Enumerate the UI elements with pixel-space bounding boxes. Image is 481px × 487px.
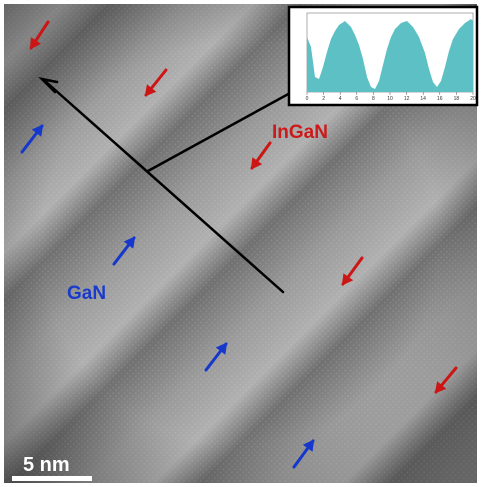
red-arrow-icon [341,256,364,286]
red-arrow-icon [29,20,50,50]
blue-arrow-icon [20,124,44,154]
red-arrow-icon [144,68,168,97]
inset-x-tick-label: 14 [420,96,426,102]
blue-arrow-icon [112,236,136,266]
inset-x-tick-label: 12 [404,96,410,102]
inset-x-tick-label: 6 [355,96,358,102]
inset-x-tick-label: 8 [372,96,375,102]
scale-bar-label: 5 nm [23,454,70,476]
scale-bar-line [12,476,92,481]
blue-arrow-icon [204,342,228,372]
red-arrow-icon [250,141,272,170]
inset-x-tick-label: 20 [470,96,476,102]
blue-arrow-icon [292,439,315,469]
gan-label: GaN [67,283,106,304]
inset-x-tick-label: 10 [387,96,393,102]
inset-x-tick-label: 4 [339,96,342,102]
inset-x-ticks: 0 2 4 6 8 10 12 14 16 18 20 [306,92,476,102]
red-arrow-icon [434,366,458,394]
ingan-label: InGaN [272,122,328,143]
inset-x-tick-label: 18 [454,96,460,102]
arrows [20,20,458,469]
line-profile [38,76,294,294]
inset-plot: 0 2 4 6 8 10 12 14 16 18 20 [287,5,479,107]
inset-x-tick-label: 0 [306,96,309,102]
scale-bar: 5 nm [12,454,92,481]
inset-x-tick-label: 2 [322,96,325,102]
intensity-profile [307,19,473,92]
inset-x-tick-label: 16 [437,96,443,102]
